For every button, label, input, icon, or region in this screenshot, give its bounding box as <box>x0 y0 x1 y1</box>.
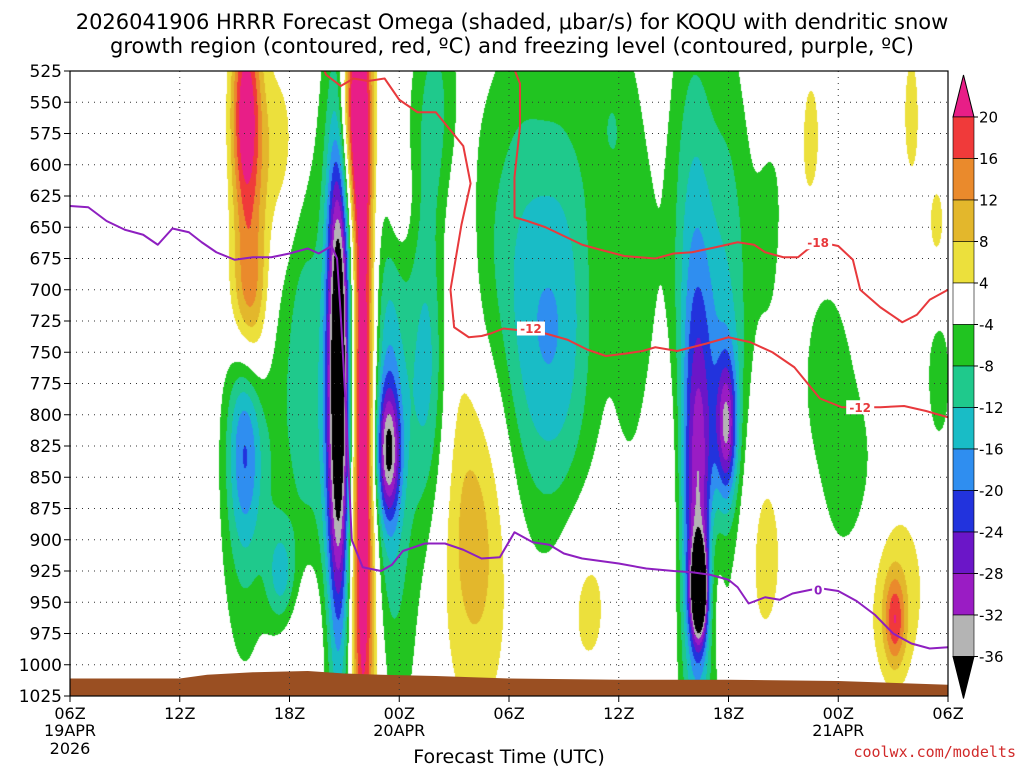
x-tick-date: 21APR <box>812 721 864 740</box>
contour-label: -18 <box>807 236 829 250</box>
colorbar-label: -16 <box>979 441 1004 459</box>
y-tick-label: 725 <box>30 312 62 332</box>
x-tick-label: 18Z <box>713 704 744 723</box>
colorbar-bin <box>952 614 975 657</box>
y-axis: 525 550 575 600 625 650 675 700 725 750 775 800 825 8… <box>19 62 70 707</box>
colorbar-bin <box>952 531 975 574</box>
colorbar-label: -28 <box>979 565 1004 583</box>
colorbar-top-arrow <box>952 74 975 118</box>
x-tick-year: 2026 <box>50 739 91 758</box>
colorbar-bin <box>952 241 975 284</box>
x-tick-label: 12Z <box>603 704 634 723</box>
colorbar-bin <box>952 407 975 450</box>
y-tick-label: 675 <box>30 250 62 270</box>
colorbar-bin <box>952 448 975 491</box>
contour-label-bg <box>516 321 545 336</box>
colorbar-label: -12 <box>979 399 1004 417</box>
grid-layer <box>70 71 948 696</box>
y-tick-label: 1000 <box>19 656 62 676</box>
contour-label-bg <box>846 400 875 415</box>
chart-title-line-1: 2026041906 HRRR Forecast Omega (shaded, … <box>76 10 949 34</box>
colorbar-bottom-arrow <box>952 656 975 699</box>
y-tick-label: 650 <box>30 218 62 238</box>
x-tick-label: 06Z <box>493 704 524 723</box>
x-tick-label: 06Z <box>932 704 963 723</box>
x-tick-label: 00Z <box>384 704 415 723</box>
y-tick-label: 750 <box>30 343 62 363</box>
x-tick-label: 18Z <box>274 704 305 723</box>
x-tick-date: 20APR <box>373 721 425 740</box>
contour-label: -12 <box>849 401 871 415</box>
colorbar-label: -8 <box>979 358 994 376</box>
colorbar-label: 12 <box>979 192 998 210</box>
colorbar-bin <box>952 158 975 201</box>
contour-label-bg <box>804 235 833 250</box>
colorbar-bin <box>952 490 975 533</box>
contour-line-2 <box>70 205 948 650</box>
colorbar-label: 8 <box>979 233 989 251</box>
colorbar-label: -32 <box>979 607 1004 625</box>
contour-label: 0 <box>814 583 822 597</box>
y-tick-label: 925 <box>30 562 62 582</box>
y-tick-label: 625 <box>30 187 62 207</box>
colorbar-bin <box>952 573 975 616</box>
colorbar-label: -4 <box>979 316 994 334</box>
credit-text: coolwx.com/modelts <box>853 743 1016 761</box>
y-tick-label: 975 <box>30 625 62 645</box>
contour-layer: -12 -12 -18 0 <box>70 71 948 650</box>
y-tick-label: 875 <box>30 500 62 520</box>
y-tick-label: 825 <box>30 437 62 457</box>
y-tick-label: 700 <box>30 281 62 301</box>
y-tick-label: 575 <box>30 125 62 145</box>
y-tick-label: 600 <box>30 156 62 176</box>
y-tick-label: 900 <box>30 531 62 551</box>
colorbar-label: -20 <box>979 482 1004 500</box>
colorbar-label: 16 <box>979 150 998 168</box>
colorbar: 20 16 12 8 4 -4 -8 -12 -16 -20 -24 -28 -32 -36 <box>952 74 1004 699</box>
colorbar-bin <box>952 324 975 367</box>
colorbar-bin <box>952 116 975 159</box>
contour-label-bg <box>812 582 825 597</box>
y-tick-label: 950 <box>30 593 62 613</box>
y-tick-label: 550 <box>30 93 62 113</box>
y-tick-label: 1025 <box>19 687 62 707</box>
contour-line-1 <box>513 71 948 324</box>
y-tick-label: 800 <box>30 406 62 426</box>
colorbar-label: -24 <box>979 524 1004 542</box>
colorbar-label: 4 <box>979 275 989 293</box>
colorbar-bin <box>952 365 975 408</box>
colorbar-label: -36 <box>979 648 1004 666</box>
y-tick-label: 525 <box>30 62 62 82</box>
x-tick-label: 06Z <box>54 704 85 723</box>
x-tick-label: 00Z <box>823 704 854 723</box>
contour-label: -12 <box>520 322 542 336</box>
y-tick-label: 775 <box>30 375 62 395</box>
colorbar-bin <box>952 199 975 242</box>
colorbar-label: 20 <box>979 109 998 127</box>
x-tick-date: 19APR <box>44 721 96 740</box>
y-tick-label: 850 <box>30 468 62 488</box>
chart-title-line-2: growth region (contoured, red, ºC) and f… <box>110 34 914 58</box>
x-tick-label: 12Z <box>164 704 195 723</box>
colorbar-bin <box>952 282 975 325</box>
x-axis-title: Forecast Time (UTC) <box>413 746 604 768</box>
